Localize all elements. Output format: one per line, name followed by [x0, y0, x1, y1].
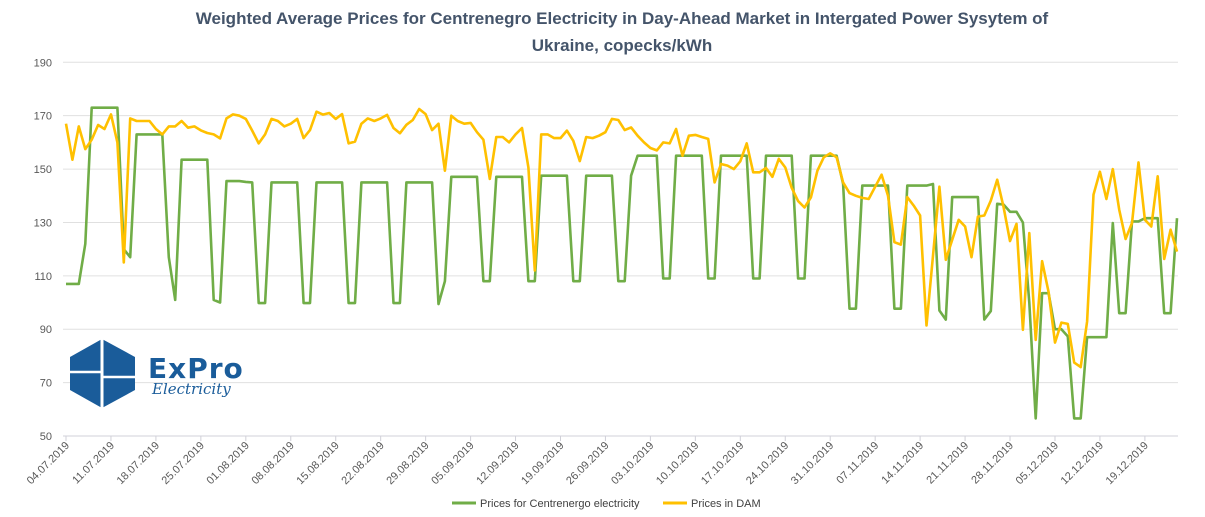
x-tick-label: 14.11.2019 — [879, 440, 926, 487]
y-tick-label: 50 — [40, 431, 52, 443]
x-tick-label: 05.12.2019 — [1014, 440, 1061, 487]
y-tick-label: 110 — [34, 271, 52, 283]
expro-logo: ExPro Electricity — [70, 339, 244, 408]
chart-title: Weighted Average Prices for Centrenegro … — [196, 9, 1049, 55]
x-tick-label: 12.12.2019 — [1059, 440, 1106, 487]
y-tick-label: 190 — [34, 57, 52, 69]
y-tick-label: 170 — [34, 111, 52, 123]
x-tick-label: 18.07.2019 — [115, 440, 162, 487]
x-axis: 04.07.201911.07.201918.07.201925.07.2019… — [25, 436, 1151, 487]
y-tick-label: 70 — [40, 378, 52, 390]
logo-name: ExPro — [148, 352, 244, 385]
y-tick-label: 90 — [40, 324, 52, 336]
y-tick-label: 150 — [34, 164, 52, 176]
x-tick-label: 25.07.2019 — [160, 440, 207, 487]
legend-label-centrenergo: Prices for Centrenergo electricity — [480, 498, 640, 510]
y-axis: 50 70 90 110 130 150 170 190 — [34, 57, 52, 443]
legend-label-dam: Prices in DAM — [691, 498, 761, 510]
series-line — [66, 106, 1179, 420]
logo-tagline: Electricity — [151, 380, 231, 398]
x-tick-label: 17.10.2019 — [699, 440, 746, 487]
x-tick-label: 31.10.2019 — [789, 440, 836, 487]
x-tick-label: 22.08.2019 — [339, 440, 386, 487]
x-tick-label: 10.10.2019 — [654, 440, 701, 487]
chart-title-line-1: Weighted Average Prices for Centrenegro … — [196, 9, 1049, 28]
x-tick-label: 24.10.2019 — [744, 440, 791, 487]
x-tick-label: 03.10.2019 — [609, 440, 656, 487]
x-tick-label: 01.08.2019 — [205, 440, 252, 487]
y-tick-label: 130 — [34, 217, 52, 229]
series-dam — [64, 107, 1179, 369]
x-tick-label: 21.11.2019 — [924, 440, 971, 487]
x-tick-label: 08.08.2019 — [249, 440, 296, 487]
x-tick-label: 26.09.2019 — [564, 440, 611, 487]
x-tick-label: 05.09.2019 — [429, 440, 476, 487]
x-tick-label: 15.08.2019 — [294, 440, 341, 487]
chart-title-line-2: Ukraine, copecks/kWh — [532, 36, 712, 55]
series-lines — [64, 106, 1179, 420]
legend: Prices for Centrenergo electricity Price… — [452, 498, 761, 510]
x-tick-label: 11.07.2019 — [70, 440, 117, 487]
x-tick-label: 19.09.2019 — [519, 440, 566, 487]
series-line — [64, 107, 1179, 369]
x-tick-label: 04.07.2019 — [25, 440, 72, 487]
x-tick-label: 12.09.2019 — [474, 440, 521, 487]
gridlines — [63, 61, 1178, 437]
x-tick-label: 07.11.2019 — [834, 440, 881, 487]
x-tick-label: 19.12.2019 — [1104, 440, 1151, 487]
x-tick-label: 28.11.2019 — [969, 440, 1016, 487]
x-tick-label: 29.08.2019 — [384, 440, 431, 487]
